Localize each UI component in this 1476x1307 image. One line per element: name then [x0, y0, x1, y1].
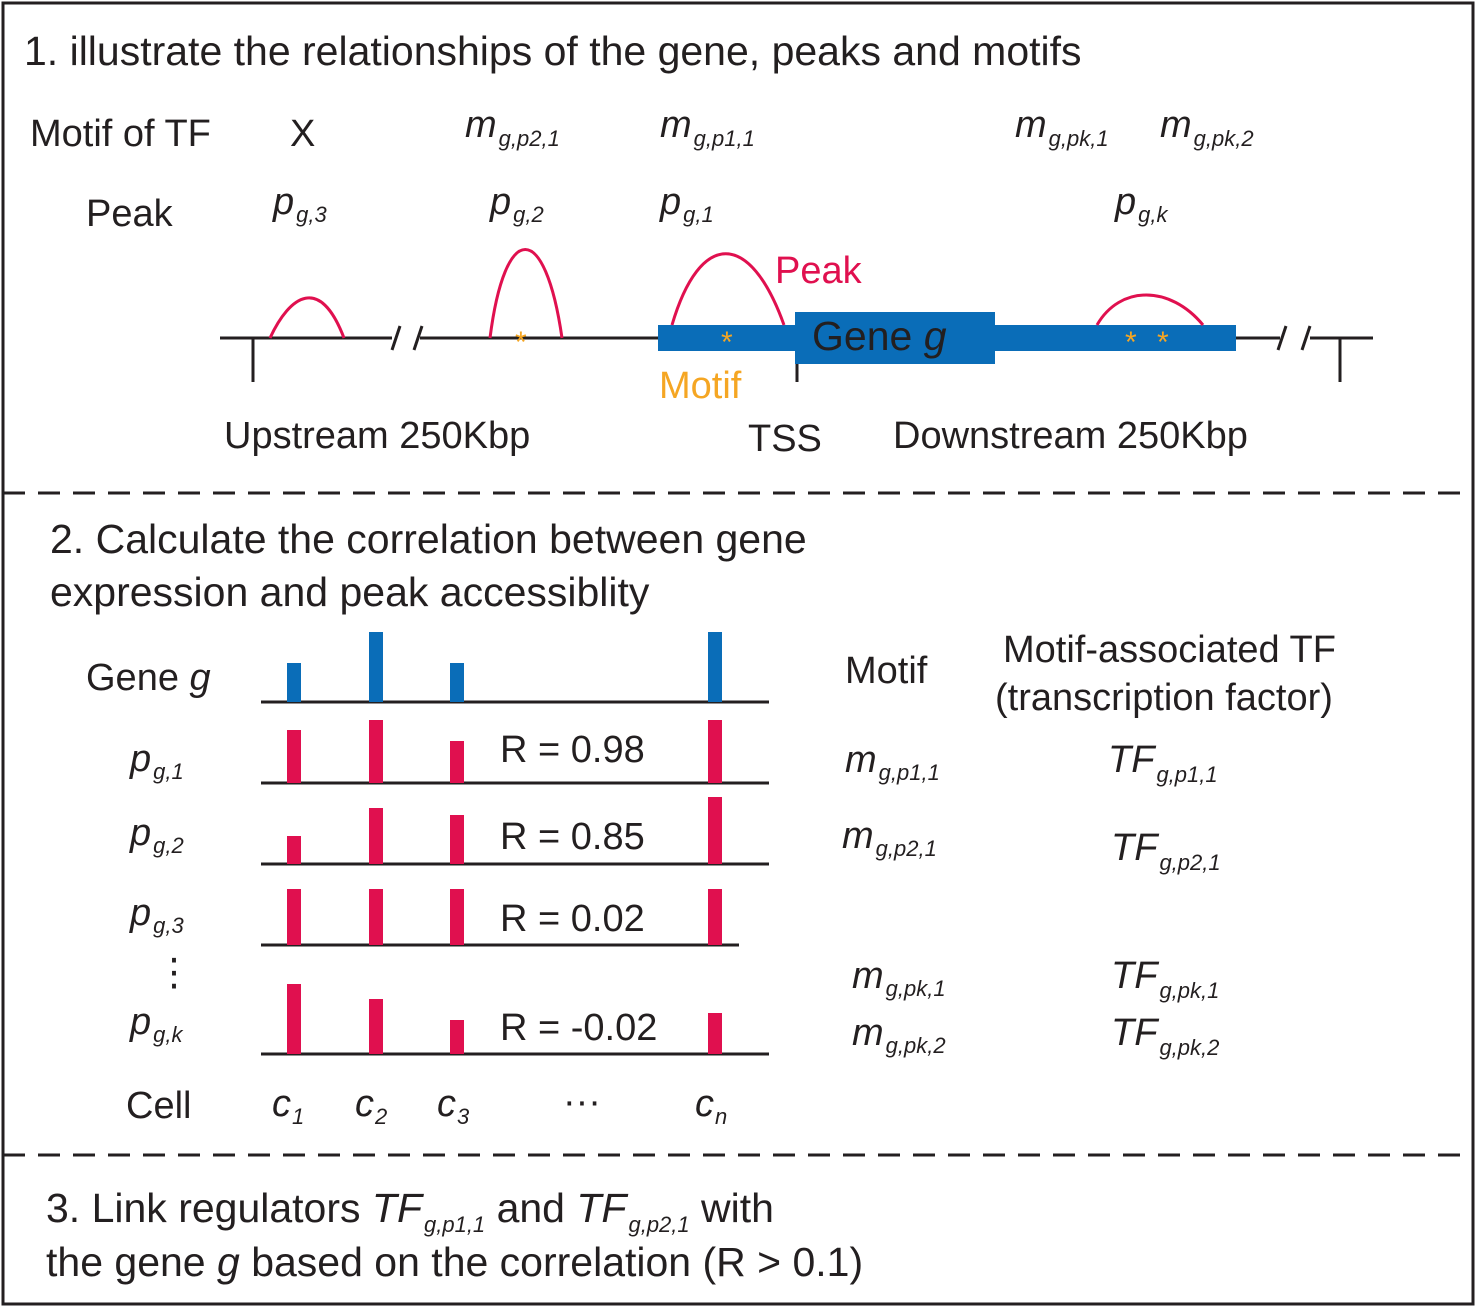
- upstream-label: Upstream 250Kbp: [224, 415, 530, 457]
- r-label-gk: R = -0.02: [500, 1007, 657, 1049]
- cell-ellipsis: ···: [563, 1081, 601, 1123]
- section3-line1: 3. Link regulators TFg,p1,1 and TFg,p2,1…: [46, 1185, 774, 1237]
- motif-annotation: Motif: [659, 365, 742, 407]
- section2-title-line1: 2. Calculate the correlation between gen…: [50, 516, 807, 562]
- cell-label-c2: c2: [355, 1083, 387, 1129]
- peak-curve-g1: [670, 252, 786, 326]
- row-label-g3: pg,3: [129, 892, 184, 938]
- peak-accessibility-bar-row3-cell-1: [287, 889, 301, 945]
- peak-curves: [268, 248, 1205, 339]
- assoc-tf-pk1: TFg,pk,1: [1111, 955, 1219, 1003]
- tss-label: TSS: [748, 418, 822, 460]
- assoc-tf-p1: TFg,p1,1: [1108, 739, 1218, 787]
- assoc-tf-pk2: TFg,pk,2: [1111, 1012, 1219, 1060]
- motif-star: *: [1157, 326, 1169, 359]
- peak-label-g1: pg,1: [659, 181, 714, 227]
- peak-accessibility-bar-row4-cell-3: [450, 1020, 464, 1054]
- peak-accessibility-bar-row4-cell-1: [287, 984, 301, 1054]
- gene-body-block: [795, 312, 995, 364]
- cell-label-cn: cn: [695, 1083, 727, 1129]
- peak-label-g2: pg,2: [489, 181, 544, 227]
- peak-accessibility-bar-row1-cell-2: [369, 720, 383, 783]
- peak-accessibility-bar-row2-cell-2: [369, 808, 383, 864]
- cell-label-c1: c1: [272, 1083, 304, 1129]
- motif-label-pk1: mg,pk,1: [1015, 104, 1109, 151]
- peak-accessibility-bar-row1-cell-3: [450, 741, 464, 783]
- line-break-upstream: [390, 325, 424, 351]
- vertical-ellipsis: ⋮: [155, 952, 193, 994]
- peak-label-g3: pg,3: [272, 181, 327, 227]
- assoc-tf-p2: TFg,p2,1: [1111, 827, 1221, 875]
- peak-accessibility-bar-row3-cell-3: [450, 889, 464, 945]
- peak-annotation: Peak: [775, 250, 863, 292]
- section2-title-line2: expression and peak accessiblity: [50, 569, 650, 615]
- r-label-g2: R = 0.85: [500, 816, 645, 858]
- row-label-gk: pg,k: [129, 1001, 183, 1047]
- peak-accessibility-bar-row4-cell-2: [369, 999, 383, 1054]
- motif-star: *: [721, 326, 733, 359]
- cell-row-label: Cell: [126, 1085, 191, 1127]
- peak-curve-g2: [488, 248, 564, 339]
- gene-5utr-block: [658, 325, 798, 351]
- tf-column-header-line1: Motif-associated TF: [1003, 629, 1336, 671]
- peak-accessibility-bar-row1-cell-4: [708, 720, 722, 783]
- assoc-motif-pk2: mg,pk,2: [852, 1012, 946, 1058]
- cell-label-c3: c3: [437, 1083, 470, 1129]
- r-label-g1: R = 0.98: [500, 729, 645, 771]
- assoc-motif-p2: mg,p2,1: [842, 815, 937, 861]
- motif-stars: * * * *: [515, 326, 1169, 359]
- gene-expression-bar-cell-1: [287, 663, 301, 702]
- peak-curve-g3: [268, 296, 346, 339]
- motif-label-pk2: mg,pk,2: [1160, 104, 1254, 151]
- peak-accessibility-bar-row2-cell-3: [450, 815, 464, 864]
- peak-accessibility-bar-row2-cell-1: [287, 836, 301, 864]
- gene-3utr-block: [994, 325, 1236, 351]
- gene-expression-bar-cell-2: [369, 632, 383, 702]
- motif-row-label: Motif of TF: [30, 113, 211, 155]
- peak-accessibility-bar-row3-cell-2: [369, 889, 383, 945]
- section3-line2: the gene g based on the correlation (R >…: [46, 1239, 863, 1285]
- section1-title: 1. illustrate the relationships of the g…: [24, 28, 1082, 74]
- peak-accessibility-bar-row3-cell-4: [708, 889, 722, 945]
- motif-column-header: Motif: [845, 650, 928, 692]
- line-break-downstream: [1276, 325, 1312, 351]
- peak-accessibility-bar-row4-cell-4: [708, 1013, 722, 1054]
- motif-star: *: [1125, 326, 1137, 359]
- peak-label-gk: pg,k: [1114, 181, 1168, 227]
- gene-g-label: Gene g: [812, 313, 947, 359]
- downstream-label: Downstream 250Kbp: [893, 415, 1248, 457]
- assoc-motif-p1: mg,p1,1: [845, 739, 940, 785]
- motif-star: *: [515, 326, 527, 359]
- motif-label-p1: mg,p1,1: [660, 104, 755, 151]
- motif-label-p2: mg,p2,1: [465, 104, 560, 151]
- gene-expression-bar-cell-4: [708, 632, 722, 702]
- gene-expression-bar-cell-3: [450, 663, 464, 702]
- peak-curve-gk: [1095, 293, 1205, 326]
- peak-row-label: Peak: [86, 193, 174, 235]
- row-label-g2: pg,2: [129, 812, 184, 858]
- gene-row-label: Gene g: [86, 657, 211, 699]
- peak-accessibility-bar-row2-cell-4: [708, 797, 722, 864]
- row-label-g1: pg,1: [129, 738, 184, 784]
- peak-accessibility-bar-row1-cell-1: [287, 730, 301, 783]
- assoc-motif-pk1: mg,pk,1: [852, 955, 946, 1001]
- tf-column-header-line2: (transcription factor): [995, 677, 1333, 719]
- expression-bars: [287, 632, 722, 1054]
- row-baselines: [261, 700, 769, 1056]
- motif-x-label: X: [290, 113, 315, 155]
- r-label-g3: R = 0.02: [500, 898, 645, 940]
